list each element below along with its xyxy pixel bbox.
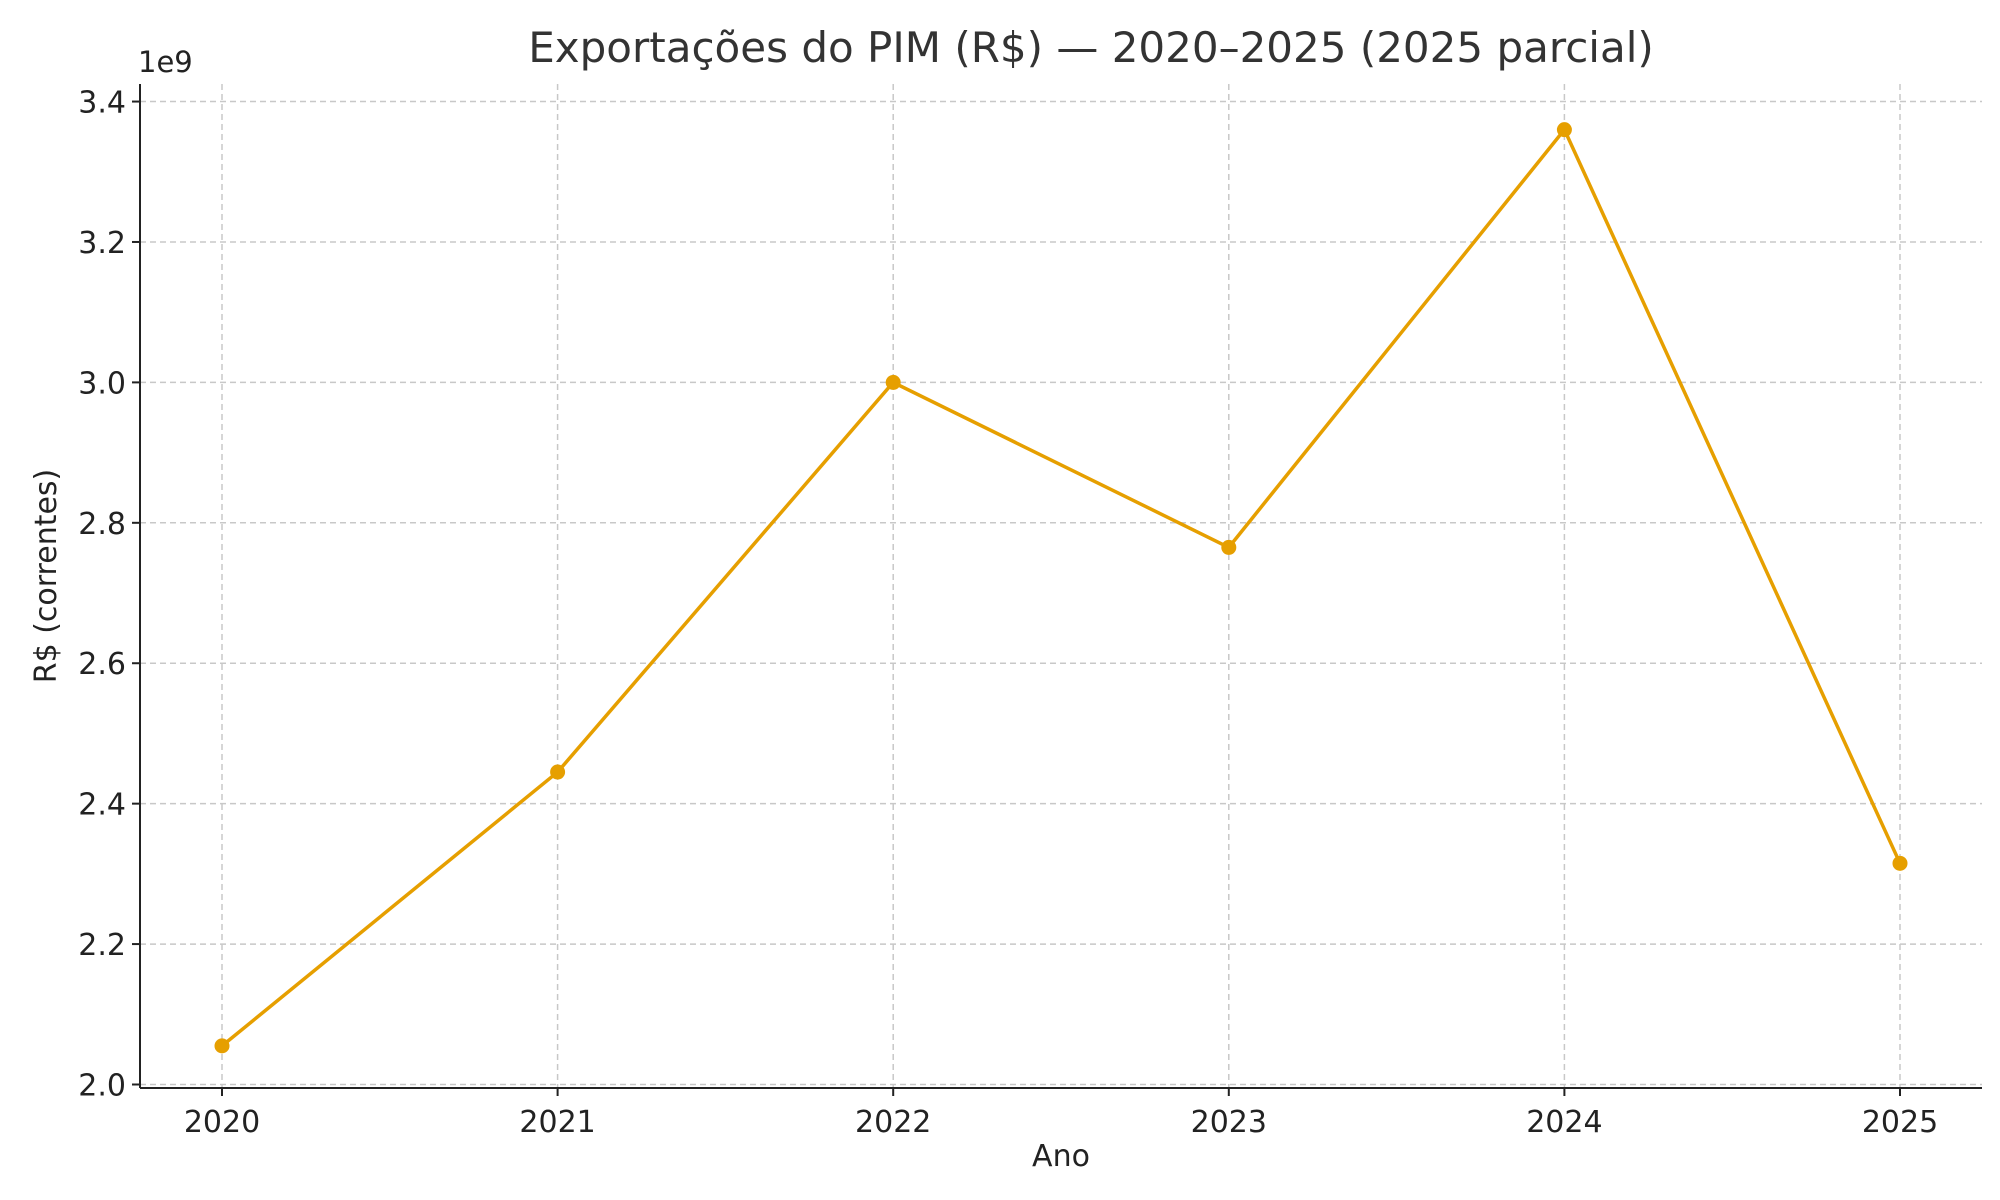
data-point bbox=[1556, 122, 1572, 138]
x-tick-label: 2020 bbox=[184, 1105, 260, 1140]
data-point bbox=[550, 764, 566, 780]
y-tick-label: 3.0 bbox=[78, 366, 126, 401]
data-point bbox=[1221, 539, 1237, 555]
series-line bbox=[220, 127, 1902, 1048]
x-axis-label: Ano bbox=[1032, 1139, 1090, 1174]
data-point bbox=[214, 1038, 230, 1054]
x-tick-label: 2022 bbox=[855, 1105, 931, 1140]
chart-title: Exportações do PIM (R$) — 2020–2025 (202… bbox=[528, 23, 1654, 72]
axis-ticks: 2020 2021 2022 2023 2024 2025 2.0 2.2 2.4 2.6 2.8 3… bbox=[78, 86, 1938, 1140]
series-layer bbox=[214, 122, 1908, 1054]
x-tick-label: 2025 bbox=[1862, 1105, 1938, 1140]
y-tick-label: 2.0 bbox=[78, 1068, 126, 1103]
y-axis-label: R$ (correntes) bbox=[29, 469, 64, 684]
y-tick-label: 2.4 bbox=[78, 788, 126, 823]
y-axis-offset-label: 1e9 bbox=[138, 45, 193, 79]
x-tick-label: 2023 bbox=[1191, 1105, 1267, 1140]
data-point bbox=[1892, 855, 1908, 871]
y-tick-label: 2.6 bbox=[78, 647, 126, 682]
x-tick-label: 2024 bbox=[1526, 1105, 1602, 1140]
axes bbox=[139, 84, 1982, 1089]
x-tick-label: 2021 bbox=[519, 1105, 595, 1140]
grid-lines bbox=[140, 84, 1982, 1088]
data-point bbox=[885, 374, 901, 390]
y-tick-label: 2.8 bbox=[78, 507, 126, 542]
y-tick-label: 3.2 bbox=[78, 226, 126, 261]
y-tick-label: 3.4 bbox=[78, 86, 126, 121]
y-tick-label: 2.2 bbox=[78, 928, 126, 963]
